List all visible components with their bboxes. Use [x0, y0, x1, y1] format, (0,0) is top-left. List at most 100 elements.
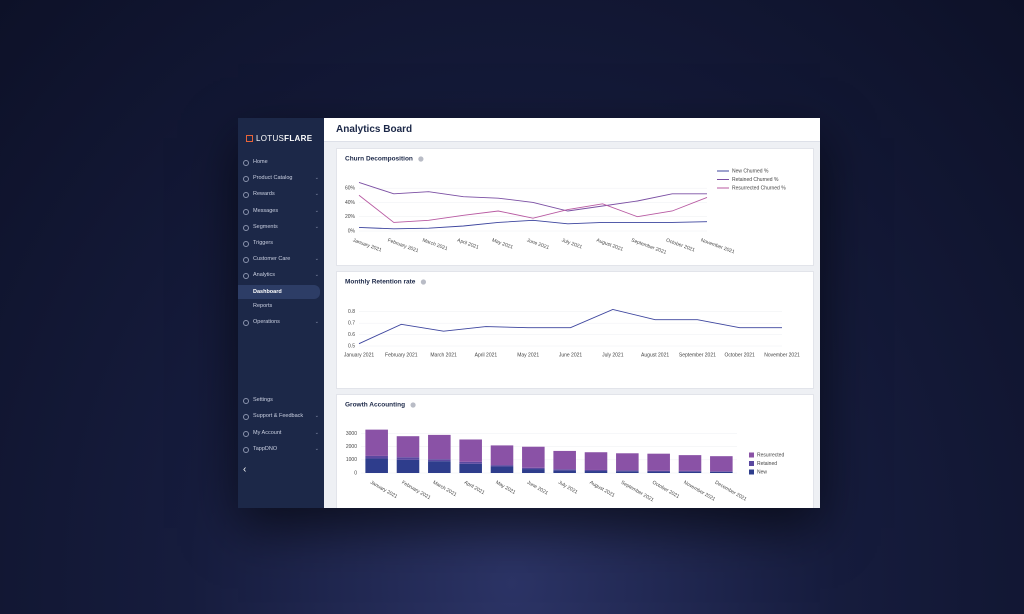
x-tick-label: December 2021: [714, 480, 748, 503]
y-tick-label: 0: [354, 470, 357, 476]
x-tick-label: June 2021: [559, 352, 583, 358]
x-tick-label: July 2021: [602, 352, 624, 358]
bar-segment: [553, 450, 576, 470]
x-tick-label: April 2021: [475, 352, 498, 358]
bar-segment: [616, 471, 639, 473]
x-tick-label: July 2021: [561, 237, 583, 250]
nav-item[interactable]: Rewards ⌄: [238, 187, 324, 201]
header: Analytics Board: [324, 118, 820, 142]
nav-item[interactable]: Product Catalog ⌄: [238, 171, 324, 185]
chart: Monthly Retention rate 0.5 0.6 0.7 0.8 Januar…: [344, 279, 800, 359]
bar-segment: [428, 434, 451, 460]
collapse-button[interactable]: ‹: [243, 464, 247, 475]
y-tick-label: 3000: [346, 431, 357, 437]
nav-item[interactable]: TappDNO ⌄: [238, 442, 324, 456]
bar-segment: [647, 471, 670, 473]
x-tick-label: April 2021: [463, 480, 486, 497]
x-tick-label: February 2021: [387, 237, 420, 254]
nav-label: Rewards: [253, 191, 275, 198]
y-tick-label: 0.7: [348, 320, 355, 326]
nav-item[interactable]: Segments ⌄: [238, 220, 324, 234]
nav-item[interactable]: Analytics ⌄: [238, 268, 324, 282]
bar-segment: [553, 469, 576, 471]
panel: Monthly Retention rate 0.5 0.6 0.7 0.8 Januar…: [336, 271, 814, 389]
nav-label: Customer Care: [253, 256, 291, 263]
nav-label: Operations: [253, 319, 280, 325]
x-tick-label: June 2021: [526, 237, 550, 251]
x-tick-label: October 2021: [665, 237, 696, 253]
x-tick-label: April 2021: [456, 237, 479, 250]
nav-label: Support & Feedback: [253, 413, 304, 420]
legend-swatch: [749, 461, 754, 466]
help-icon: [420, 279, 427, 285]
x-tick-label: August 2021: [595, 237, 624, 252]
x-tick-label: January 2021: [344, 352, 375, 358]
bar-segment: [584, 452, 608, 470]
y-tick-label: 20%: [345, 214, 356, 220]
x-tick-label: September 2021: [620, 480, 655, 504]
y-tick-label: 60%: [345, 185, 356, 191]
x-tick-label: September 2021: [630, 237, 667, 255]
x-tick-label: February 2021: [385, 352, 418, 358]
chart-title: Growth Accounting: [345, 402, 405, 409]
chart: Growth Accounting 0 1000 2000 3000 January 20…: [345, 402, 784, 504]
x-tick-label: March 2021: [432, 480, 458, 499]
chevron: ⌄: [314, 256, 319, 263]
bar-segment: [678, 470, 702, 472]
bar-segment: [365, 455, 388, 459]
legend-swatch: [749, 469, 754, 475]
nav-item[interactable]: Home: [238, 155, 324, 169]
bar-segment: [459, 461, 482, 464]
bar-segment: [522, 446, 545, 468]
x-tick-label: January 2021: [352, 237, 383, 253]
x-tick-label: August 2021: [588, 480, 616, 499]
x-tick-label: May 2021: [494, 480, 516, 496]
nav-item[interactable]: Operations ⌄: [238, 315, 324, 329]
x-tick-label: March 2021: [430, 352, 457, 358]
bar-segment: [584, 469, 608, 472]
nav-item[interactable]: My Account ⌄: [238, 426, 324, 440]
x-tick-label: May 2021: [491, 237, 514, 250]
line: [358, 308, 782, 345]
bar-segment: [616, 453, 639, 471]
x-tick-label: November 2021: [700, 237, 736, 255]
legend-swatch: [749, 452, 754, 458]
chart: Churn Decomposition 0% 20% 40% 60% January 20…: [345, 156, 786, 256]
y-tick-label: 0.8: [348, 309, 355, 315]
nav-label: Reports: [253, 302, 273, 309]
x-tick-label: May 2021: [517, 352, 539, 358]
chevron: ⌄: [314, 191, 319, 198]
chevron: ⌄: [314, 223, 319, 230]
x-tick-label: February 2021: [400, 480, 431, 502]
y-tick-label: 1000: [346, 457, 357, 463]
x-tick-label: August 2021: [641, 352, 669, 358]
bar-segment: [553, 470, 576, 473]
chart-title: Churn Decomposition: [345, 156, 413, 163]
nav-item[interactable]: Settings: [238, 393, 324, 407]
x-tick-label: March 2021: [421, 237, 448, 252]
chart-title: Monthly Retention rate: [345, 279, 416, 286]
y-tick-label: 2000: [346, 444, 357, 450]
bar-segment: [522, 467, 545, 470]
line: [358, 219, 708, 230]
x-tick-label: June 2021: [526, 480, 549, 497]
nav-item[interactable]: Reports: [238, 299, 324, 313]
bar-segment: [647, 453, 670, 471]
x-tick-label: July 2021: [557, 480, 579, 496]
help-icon: [418, 156, 424, 162]
bar-segment: [428, 461, 451, 473]
legend-label: Retained: [757, 461, 777, 467]
bar-segment: [396, 457, 420, 460]
panel: Growth Accounting 0 1000 2000 3000 January 20…: [336, 394, 814, 508]
nav-item[interactable]: Triggers: [238, 236, 324, 250]
nav-label: Messages: [253, 207, 279, 214]
legend-label: Resurrected: [757, 452, 784, 458]
x-tick-label: November 2021: [764, 352, 800, 358]
nav-label: Settings: [253, 397, 273, 403]
nav-item[interactable]: Customer Care ⌄: [238, 252, 324, 266]
nav-item[interactable]: Messages ⌄: [238, 204, 324, 218]
nav-item[interactable]: Dashboard: [238, 284, 320, 299]
bar-segment: [459, 439, 482, 462]
nav-item[interactable]: Support & Feedback ⌄: [238, 409, 324, 423]
